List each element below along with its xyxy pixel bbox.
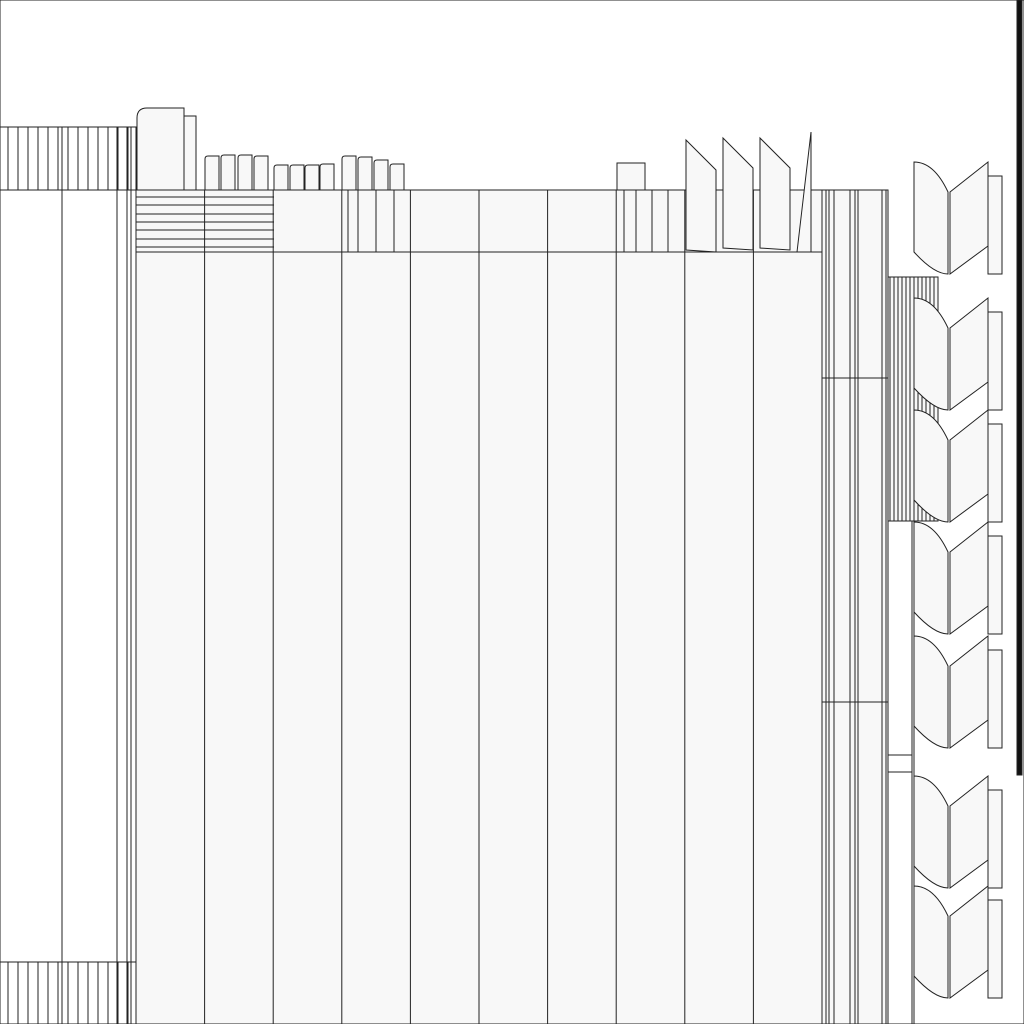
card [759,136,791,251]
card-edge [987,789,1003,889]
tab [373,159,389,191]
tab [136,107,185,191]
card-edge [987,649,1003,749]
card [913,521,949,635]
card [913,635,949,749]
card [722,136,754,251]
tab [616,162,646,191]
tab [389,163,405,191]
left-panel [0,126,137,1024]
card [913,297,949,411]
card-edge [987,423,1003,523]
tab [220,154,236,191]
card [796,131,812,253]
tab [341,155,357,191]
card-edge [987,311,1003,411]
card [913,775,949,889]
tab [183,115,197,191]
tab [204,155,220,191]
card-edge [987,899,1003,999]
tab [304,164,320,191]
tab [253,155,269,191]
tab [273,164,289,191]
tab [289,164,305,191]
card-edge [987,175,1003,275]
card-edge [987,535,1003,635]
card [913,161,949,275]
card [685,138,717,253]
scrollbar [1016,0,1023,776]
tab [237,154,253,191]
tab [357,156,373,191]
card [913,885,949,999]
tab [319,163,335,191]
card [913,409,949,523]
